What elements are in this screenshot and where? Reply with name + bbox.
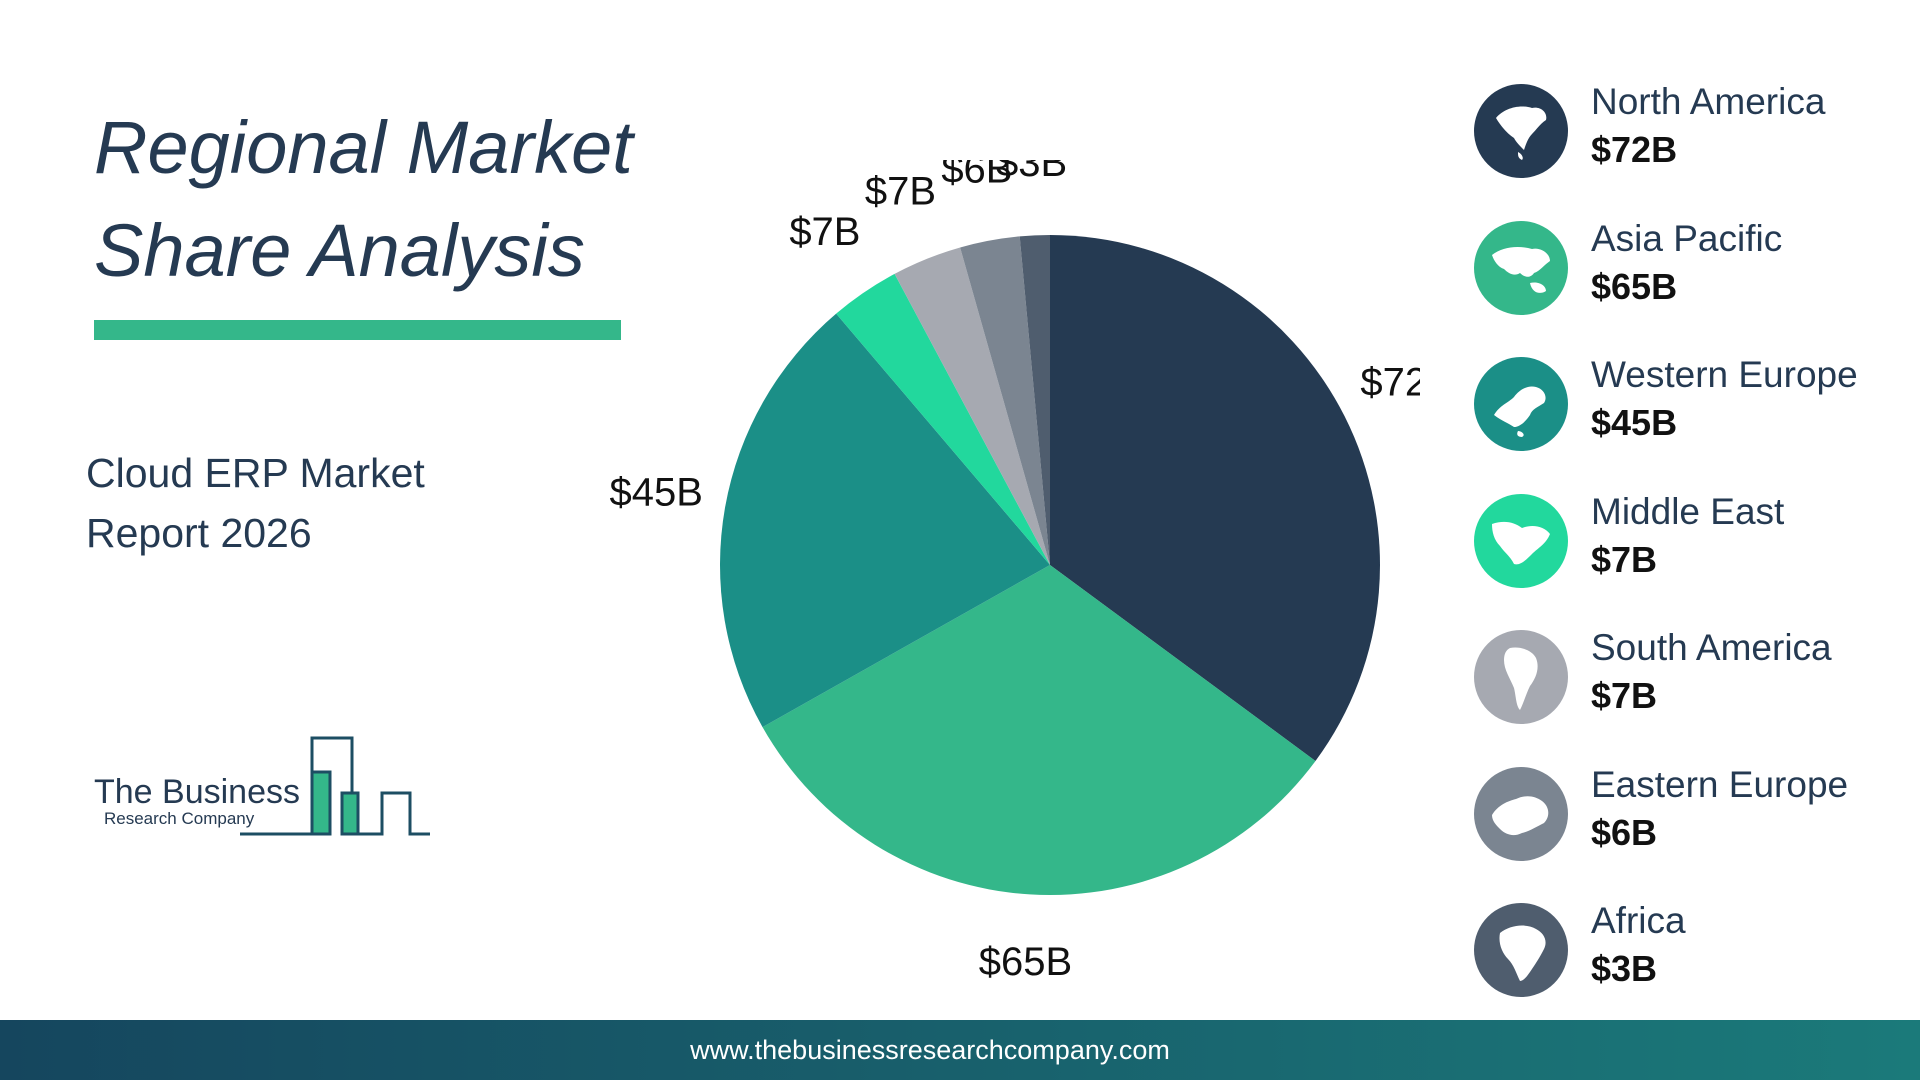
asia-pacific-map-icon	[1474, 220, 1568, 315]
pie-chart: $72B$65B$45B$7B$7B$6B$3B	[609, 160, 1420, 984]
legend-item-asia-pacific[interactable]: Asia Pacific $65B	[1474, 217, 1920, 354]
legend-label: Western Europe	[1591, 354, 1858, 395]
legend-item-north-america[interactable]: North America $72B	[1474, 80, 1920, 217]
data-label-africa: $3B	[996, 160, 1067, 185]
report-subtitle: Cloud ERP Market Report 2026	[86, 443, 506, 563]
legend-label: North America	[1591, 81, 1826, 122]
eastern-europe-map-icon	[1474, 766, 1568, 861]
legend-item-south-america[interactable]: South America $7B	[1474, 626, 1920, 763]
legend-item-eastern-europe[interactable]: Eastern Europe $6B	[1474, 763, 1920, 900]
pie-slice-middle-east[interactable]	[836, 273, 1050, 565]
legend-value: $65B	[1591, 265, 1678, 307]
south-america-map-icon	[1474, 630, 1568, 724]
data-label-western-europe: $45B	[609, 470, 702, 514]
data-label-asia-pacific: $65B	[979, 940, 1072, 984]
footer-url[interactable]: www.thebusinessresearchcompany.com	[690, 1035, 1170, 1065]
subtitle-line-1: Cloud ERP Market	[86, 450, 425, 496]
chart-title: Regional Market Share Analysis	[94, 96, 714, 302]
legend-value: $7B	[1591, 675, 1658, 716]
pie-slice-africa[interactable]	[1019, 235, 1050, 565]
footer-bar: www.thebusinessresearchcompany.com	[0, 1020, 1920, 1080]
pie-slices	[720, 235, 1380, 895]
data-label-eastern-europe: $6B	[941, 160, 1012, 191]
legend-label: Asia Pacific	[1591, 217, 1783, 259]
logo-subtitle: Research Company	[104, 809, 257, 828]
title-underline-bar	[94, 320, 621, 340]
pie-slice-north-america[interactable]	[1050, 235, 1380, 762]
title-line-1: Regional Market	[94, 106, 633, 189]
data-label-south-america: $7B	[865, 170, 936, 214]
pie-labels: $72B$65B$45B$7B$7B$6B$3B	[609, 160, 1420, 984]
pie-slice-western-europe[interactable]	[720, 313, 1050, 728]
logo-bars-icon	[240, 736, 430, 836]
logo-name: The Business	[94, 773, 302, 811]
legend-item-middle-east[interactable]: Middle East $7B	[1474, 490, 1920, 627]
company-logo: The Business Research Company	[92, 730, 442, 840]
subtitle-line-2: Report 2026	[86, 510, 312, 556]
legend-label: Eastern Europe	[1591, 763, 1849, 805]
north-america-map-icon	[1474, 84, 1568, 178]
legend-label: Middle East	[1591, 490, 1785, 532]
legend-value: $7B	[1591, 538, 1658, 580]
legend-label: South America	[1591, 627, 1832, 668]
pie-slice-eastern-europe[interactable]	[960, 236, 1050, 565]
pie-slice-south-america[interactable]	[894, 247, 1050, 565]
data-label-middle-east: $7B	[789, 210, 860, 254]
pie-slice-asia-pacific[interactable]	[762, 565, 1316, 895]
legend-label: Africa	[1591, 900, 1686, 941]
legend-item-africa[interactable]: Africa $3B	[1474, 899, 1920, 1036]
legend-value: $6B	[1591, 811, 1658, 853]
middle-east-map-icon	[1474, 493, 1568, 588]
western-europe-map-icon	[1474, 357, 1568, 451]
data-label-north-america: $72B	[1360, 360, 1420, 404]
legend-value: $45B	[1591, 402, 1678, 443]
legend: North America $72B Asia Pacific $65B Western…	[1474, 80, 1920, 1036]
legend-value: $3B	[1591, 948, 1658, 989]
africa-map-icon	[1474, 903, 1568, 997]
legend-value: $72B	[1591, 129, 1678, 170]
title-line-2: Share Analysis	[94, 209, 585, 292]
legend-item-western-europe[interactable]: Western Europe $45B	[1474, 353, 1920, 490]
